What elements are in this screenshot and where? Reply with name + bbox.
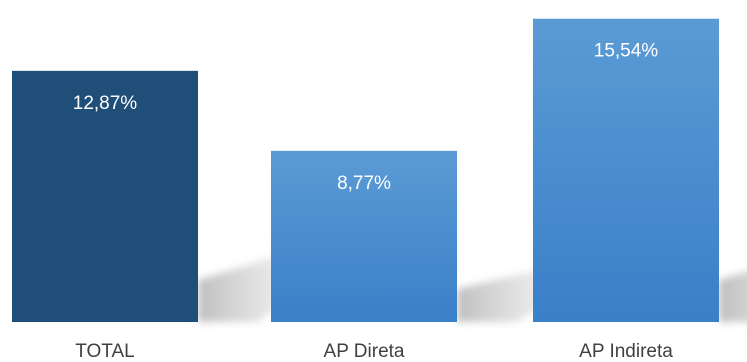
value-label-ap-direta: 8,77%	[337, 173, 391, 194]
category-labels-group: TOTAL AP Direta AP Indireta	[75, 341, 673, 362]
category-label-ap-direta: AP Direta	[324, 341, 405, 362]
value-label-total: 12,87%	[73, 93, 138, 114]
bar-ap-direta	[271, 150, 457, 322]
bar-total	[12, 70, 198, 322]
bars-group	[12, 18, 719, 322]
value-labels-group: 12,87% 8,77% 15,54%	[73, 41, 659, 194]
bar-ap-indireta	[533, 18, 719, 322]
category-label-total: TOTAL	[75, 341, 134, 362]
value-label-ap-indireta: 15,54%	[594, 41, 659, 62]
bar-shadow-ap-indireta	[719, 271, 747, 322]
category-label-ap-indireta: AP Indireta	[579, 341, 673, 362]
